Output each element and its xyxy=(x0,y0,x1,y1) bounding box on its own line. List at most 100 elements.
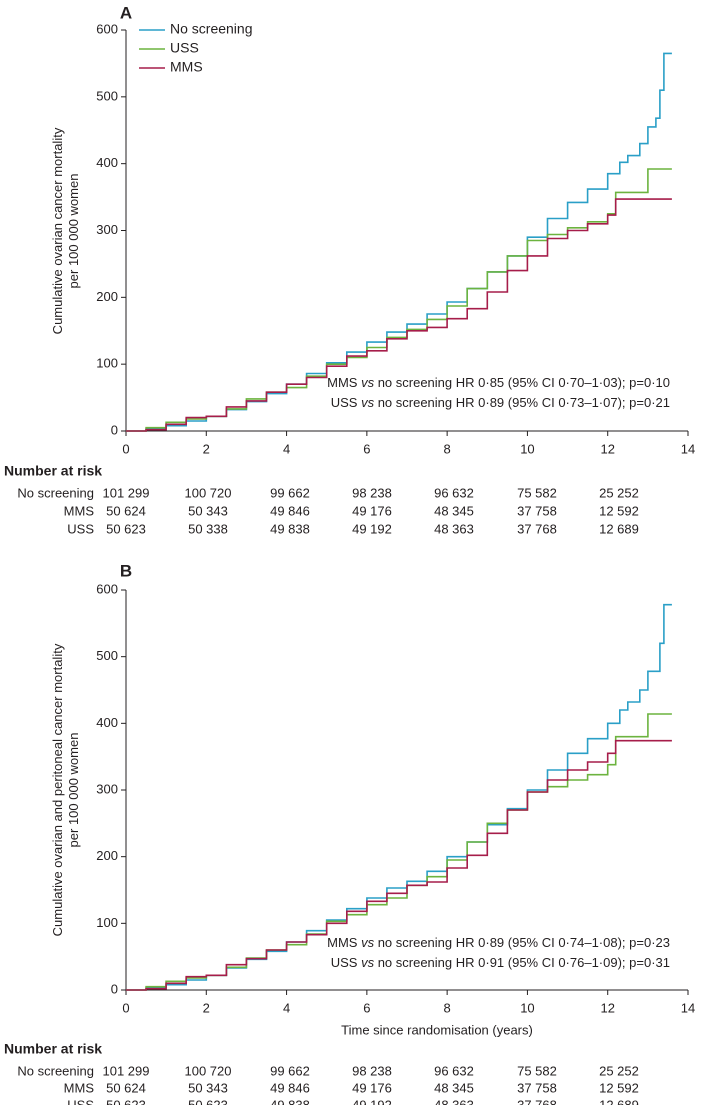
risk-cell: 12 689 xyxy=(599,521,639,536)
series-line-mms xyxy=(126,739,672,991)
legend-entry: USS xyxy=(170,40,199,56)
x-tick-label: 14 xyxy=(681,441,695,456)
risk-cell: 49 846 xyxy=(270,503,310,518)
risk-cell: 99 662 xyxy=(270,1063,310,1078)
hr-annotation-mms: MMS vs no screening HR 0·85 (95% CI 0·70… xyxy=(327,375,670,390)
y-axis-label: Cumulative ovarian cancer mortalityper 1… xyxy=(50,127,81,334)
risk-cell: 12 592 xyxy=(599,503,639,518)
x-tick-label: 12 xyxy=(600,441,614,456)
panel-label: B xyxy=(120,561,132,580)
risk-cell: 50 624 xyxy=(106,1080,146,1095)
risk-cell: 50 338 xyxy=(188,521,228,536)
risk-cell: 49 838 xyxy=(270,521,310,536)
x-tick-label: 6 xyxy=(363,441,370,456)
risk-cell: 75 582 xyxy=(517,485,557,500)
y-tick-label: 300 xyxy=(96,781,118,796)
risk-cell: 25 252 xyxy=(599,485,639,500)
risk-cell: 50 623 xyxy=(188,1097,228,1105)
risk-cell: 37 768 xyxy=(517,1097,557,1105)
x-tick-label: 2 xyxy=(203,441,210,456)
risk-cell: 25 252 xyxy=(599,1063,639,1078)
chart-panel-a: A 0 100 200 300 400 500 600 0 2 4 6 8 10 12 14 Cumulativ… xyxy=(4,3,695,536)
chart-panel-b: B 0 100 200 300 400 500 600 0 2 4 6 8 10 12 14 Cumulativ… xyxy=(4,561,695,1105)
risk-cell: 37 758 xyxy=(517,503,557,518)
y-tick-label: 500 xyxy=(96,648,118,663)
risk-cell: 48 345 xyxy=(434,1080,474,1095)
risk-cell: 49 838 xyxy=(270,1097,310,1105)
risk-cell: 49 192 xyxy=(352,1097,392,1105)
hr-annotation-uss: USS vs no screening HR 0·89 (95% CI 0·73… xyxy=(331,395,670,410)
y-axis-label: Cumulative ovarian and peritoneal cancer… xyxy=(50,643,81,936)
risk-row-label: MMS xyxy=(64,503,95,518)
x-tick-label: 10 xyxy=(520,441,534,456)
risk-cell: 50 343 xyxy=(188,503,228,518)
y-tick-label: 400 xyxy=(96,155,118,170)
risk-cell: 100 720 xyxy=(185,1063,232,1078)
risk-cell: 48 363 xyxy=(434,1097,474,1105)
x-tick-label: 6 xyxy=(363,1000,370,1015)
hr-annotation-uss: USS vs no screening HR 0·91 (95% CI 0·76… xyxy=(331,955,670,970)
x-tick-label: 2 xyxy=(203,1000,210,1015)
risk-cell: 37 758 xyxy=(517,1080,557,1095)
risk-cell: 99 662 xyxy=(270,485,310,500)
series-line-uss xyxy=(126,168,672,432)
risk-cell: 98 238 xyxy=(352,1063,392,1078)
risk-row-label: No screening xyxy=(17,1063,94,1078)
legend: No screening USS MMS xyxy=(139,21,253,75)
risk-cell: 37 768 xyxy=(517,521,557,536)
risk-cell: 48 363 xyxy=(434,521,474,536)
risk-cell: 49 176 xyxy=(352,1080,392,1095)
risk-cell: 50 624 xyxy=(106,503,146,518)
panel-label: A xyxy=(120,3,132,22)
series-line-no-screening xyxy=(126,603,672,991)
risk-cell: 75 582 xyxy=(517,1063,557,1078)
y-tick-label: 400 xyxy=(96,715,118,730)
x-tick-label: 4 xyxy=(283,441,290,456)
series-line-mms xyxy=(126,198,672,432)
y-tick-label: 100 xyxy=(96,915,118,930)
y-tick-label: 200 xyxy=(96,289,118,304)
x-tick-label: 4 xyxy=(283,1000,290,1015)
risk-table-header: Number at risk xyxy=(4,463,102,479)
x-tick-label: 12 xyxy=(600,1000,614,1015)
y-tick-label: 500 xyxy=(96,88,118,103)
risk-cell: 12 592 xyxy=(599,1080,639,1095)
risk-cell: 50 343 xyxy=(188,1080,228,1095)
legend-entry: No screening xyxy=(170,21,253,37)
risk-cell: 100 720 xyxy=(185,485,232,500)
series-line-no-screening xyxy=(126,52,672,432)
x-tick-label: 14 xyxy=(681,1000,695,1015)
y-tick-label: 100 xyxy=(96,356,118,371)
y-tick-label: 600 xyxy=(96,21,118,36)
legend-entry: MMS xyxy=(170,59,203,75)
risk-cell: 12 689 xyxy=(599,1097,639,1105)
x-tick-label: 0 xyxy=(122,441,129,456)
x-tick-label: 10 xyxy=(520,1000,534,1015)
y-tick-label: 200 xyxy=(96,848,118,863)
risk-cell: 49 192 xyxy=(352,521,392,536)
x-tick-label: 8 xyxy=(444,441,451,456)
risk-cell: 49 846 xyxy=(270,1080,310,1095)
risk-table-header: Number at risk xyxy=(4,1041,102,1057)
risk-cell: 96 632 xyxy=(434,485,474,500)
risk-row-label: MMS xyxy=(64,1080,95,1095)
risk-cell: 50 623 xyxy=(106,1097,146,1105)
risk-cell: 98 238 xyxy=(352,485,392,500)
risk-cell: 48 345 xyxy=(434,503,474,518)
hr-annotation-mms: MMS vs no screening HR 0·89 (95% CI 0·74… xyxy=(327,935,670,950)
x-tick-label: 8 xyxy=(444,1000,451,1015)
risk-cell: 49 176 xyxy=(352,503,392,518)
x-axis-label: Time since randomisation (years) xyxy=(341,1022,533,1037)
risk-row-label: No screening xyxy=(17,485,94,500)
y-tick-label: 600 xyxy=(96,581,118,596)
risk-row-label: USS xyxy=(67,1097,94,1105)
risk-row-label: USS xyxy=(67,521,94,536)
risk-cell: 50 623 xyxy=(106,521,146,536)
risk-cell: 101 299 xyxy=(103,1063,150,1078)
x-tick-label: 0 xyxy=(122,1000,129,1015)
y-tick-label: 0 xyxy=(111,422,118,437)
y-tick-label: 300 xyxy=(96,222,118,237)
risk-cell: 96 632 xyxy=(434,1063,474,1078)
risk-cell: 101 299 xyxy=(103,485,150,500)
